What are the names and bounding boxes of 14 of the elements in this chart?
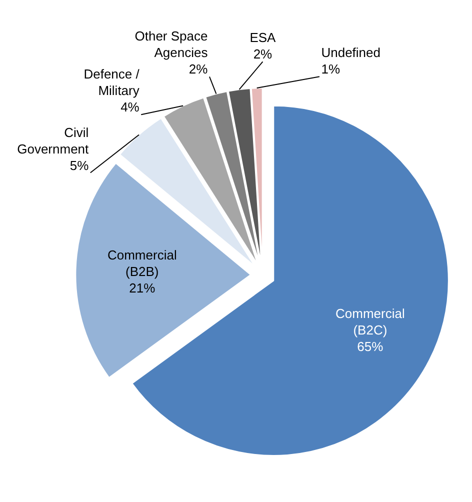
data-label: 5%: [70, 158, 90, 173]
data-label: 21%: [129, 280, 156, 296]
data-label: 2%: [188, 62, 208, 77]
slice-label: Other Space Agencies: [134, 28, 208, 60]
slice-label: Undefined: [321, 45, 380, 60]
slice-label: Commercial (B2B): [107, 247, 177, 279]
data-label: 2%: [253, 46, 273, 62]
data-label: 65%: [357, 338, 384, 354]
slice-label: Civil Government: [17, 124, 90, 156]
data-label: 4%: [120, 100, 140, 115]
slice-label: Commercial (B2C): [336, 306, 405, 338]
slice-label: Defence / Military: [84, 66, 140, 98]
data-label: 1%: [321, 62, 340, 77]
slice-label: ESA: [250, 30, 276, 46]
